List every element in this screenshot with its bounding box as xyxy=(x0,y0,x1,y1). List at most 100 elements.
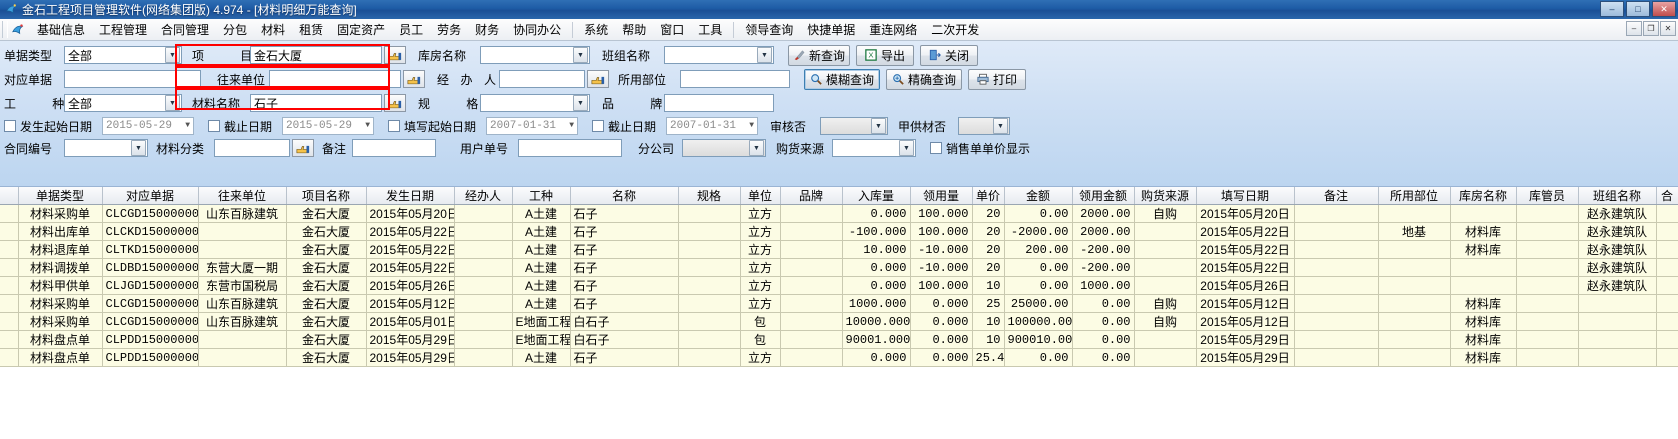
cell-fill_date[interactable]: 2015年05月22日 xyxy=(1196,222,1295,241)
cell-out_amount[interactable]: 0.00 xyxy=(1072,348,1135,367)
cell-in_qty[interactable]: 10000.000 xyxy=(842,312,911,331)
team-select[interactable]: ▼ xyxy=(664,46,774,64)
cell-out_amount[interactable]: 2000.00 xyxy=(1072,204,1135,223)
material-name-picker-hand-icon[interactable] xyxy=(384,94,406,112)
cell-brand[interactable] xyxy=(780,258,843,277)
column-header-handler[interactable]: 经办人 xyxy=(454,187,513,205)
cell-tail[interactable] xyxy=(1656,240,1678,259)
table-row[interactable]: 材料甲供单 CLJGD150000001 东营市国税局 金石大厦 2015年05月26日… xyxy=(0,276,1678,295)
occur-end-date[interactable]: 2015-05-29 ▼ xyxy=(282,117,374,135)
cell-name[interactable]: 石子 xyxy=(570,222,679,241)
menu-item-2[interactable]: 合同管理 xyxy=(161,23,210,37)
cell-doc_type[interactable]: 材料盘点单 xyxy=(18,348,103,367)
cell-handler[interactable] xyxy=(454,330,513,349)
cell-team[interactable]: 赵永建筑队 xyxy=(1578,258,1657,277)
cell-in_qty[interactable]: 10.000 xyxy=(842,240,911,259)
menu-item-5[interactable]: 租赁 xyxy=(299,23,324,37)
cell-amount[interactable]: 25000.00 xyxy=(1004,294,1073,313)
cell-corr_doc[interactable]: CLCGD150000001 xyxy=(102,204,199,223)
chevron-down-icon[interactable]: ▼ xyxy=(365,121,370,130)
column-header-occur_date[interactable]: 发生日期 xyxy=(366,187,455,205)
cell-brand[interactable] xyxy=(780,276,843,295)
cell-out_amount[interactable]: 0.00 xyxy=(1072,294,1135,313)
menu-item-10[interactable]: 协同办公 xyxy=(513,23,562,37)
menu-item-6[interactable]: 固定资产 xyxy=(337,23,386,37)
cell-keeper[interactable] xyxy=(1516,258,1579,277)
cell-remark[interactable] xyxy=(1294,240,1379,259)
column-header-out_qty[interactable]: 领用量 xyxy=(910,187,973,205)
minimize-button[interactable]: – xyxy=(1600,1,1624,17)
row-selector[interactable] xyxy=(0,258,19,277)
cell-amount[interactable]: 0.00 xyxy=(1004,258,1073,277)
cell-fill_date[interactable]: 2015年05月12日 xyxy=(1196,312,1295,331)
cell-in_qty[interactable]: 1000.000 xyxy=(842,294,911,313)
column-header-amount[interactable]: 金额 xyxy=(1004,187,1073,205)
brand-input[interactable] xyxy=(664,94,774,112)
counterparty-picker-hand-icon[interactable] xyxy=(403,70,425,88)
warehouse-select[interactable]: ▼ xyxy=(480,46,590,64)
cell-amount[interactable]: 100000.00 xyxy=(1004,312,1073,331)
cell-work_type[interactable]: A土建 xyxy=(512,276,571,295)
cell-fill_date[interactable]: 2015年05月12日 xyxy=(1196,294,1295,313)
menu-item-system[interactable]: 系统 xyxy=(584,23,609,37)
column-header-doc_type[interactable]: 单据类型 xyxy=(18,187,103,205)
row-selector[interactable] xyxy=(0,294,19,313)
fill-end-checkbox[interactable] xyxy=(592,120,604,132)
cell-warehouse[interactable]: 材料库 xyxy=(1450,240,1517,259)
cell-out_amount[interactable]: 1000.00 xyxy=(1072,276,1135,295)
occur-start-date[interactable]: 2015-05-29 ▼ xyxy=(102,117,194,135)
row-selector[interactable] xyxy=(0,240,19,259)
cell-amount[interactable]: -2000.00 xyxy=(1004,222,1073,241)
cell-spec[interactable] xyxy=(678,312,741,331)
chevron-down-icon[interactable]: ▼ xyxy=(749,140,764,156)
menu-item-3[interactable]: 分包 xyxy=(223,23,248,37)
chevron-down-icon[interactable]: ▼ xyxy=(749,121,754,130)
cell-doc_type[interactable]: 材料采购单 xyxy=(18,204,103,223)
cell-out_qty[interactable]: -10.000 xyxy=(910,258,973,277)
cell-project[interactable]: 金石大厦 xyxy=(286,276,367,295)
cell-purchase_source[interactable] xyxy=(1134,222,1197,241)
cell-price[interactable]: 20 xyxy=(972,204,1005,223)
cell-in_qty[interactable]: 0.000 xyxy=(842,276,911,295)
cell-warehouse[interactable] xyxy=(1450,204,1517,223)
cell-corr_doc[interactable]: CLCGD150000004 xyxy=(102,294,199,313)
menu-item-0[interactable]: 基础信息 xyxy=(37,23,86,37)
cell-unit[interactable]: 立方 xyxy=(740,240,781,259)
chevron-down-icon[interactable]: ▼ xyxy=(871,118,886,134)
cell-remark[interactable] xyxy=(1294,276,1379,295)
cell-spec[interactable] xyxy=(678,276,741,295)
chevron-down-icon[interactable]: ▼ xyxy=(165,47,180,63)
cell-handler[interactable] xyxy=(454,348,513,367)
cell-unit[interactable]: 立方 xyxy=(740,258,781,277)
column-header-project[interactable]: 项目名称 xyxy=(286,187,367,205)
fill-end-date[interactable]: 2007-01-31 ▼ xyxy=(666,117,758,135)
cell-occur_date[interactable]: 2015年05月22日 xyxy=(366,258,455,277)
cell-handler[interactable] xyxy=(454,312,513,331)
cell-used_part[interactable] xyxy=(1378,312,1451,331)
cell-name[interactable]: 石子 xyxy=(570,258,679,277)
cell-work_type[interactable]: A土建 xyxy=(512,348,571,367)
cell-keeper[interactable] xyxy=(1516,276,1579,295)
column-header-name[interactable]: 名称 xyxy=(570,187,679,205)
cell-fill_date[interactable]: 2015年05月29日 xyxy=(1196,348,1295,367)
chevron-down-icon[interactable]: ▼ xyxy=(899,140,914,156)
column-header-warehouse[interactable]: 库房名称 xyxy=(1450,187,1517,205)
cell-out_qty[interactable]: 0.000 xyxy=(910,294,973,313)
doc-type-select[interactable]: 全部 ▼ xyxy=(64,46,182,64)
cell-work_type[interactable]: A土建 xyxy=(512,240,571,259)
menu-item-1[interactable]: 工程管理 xyxy=(99,23,148,37)
cell-tail[interactable] xyxy=(1656,294,1678,313)
cell-work_type[interactable]: A土建 xyxy=(512,222,571,241)
cell-tail[interactable] xyxy=(1656,276,1678,295)
table-row[interactable]: 材料采购单 CLCGD150000001 山东百脉建筑 金石大厦 2015年05月20日… xyxy=(0,204,1678,223)
cell-amount[interactable]: 0.00 xyxy=(1004,348,1073,367)
purchase-source-select[interactable]: ▼ xyxy=(832,139,916,157)
cell-in_qty[interactable]: 0.000 xyxy=(842,204,911,223)
cell-corr_doc[interactable]: CLJGD150000001 xyxy=(102,276,199,295)
cell-tail[interactable] xyxy=(1656,330,1678,349)
column-header-in_qty[interactable]: 入库量 xyxy=(842,187,911,205)
column-header-unit[interactable]: 单位 xyxy=(740,187,781,205)
cell-name[interactable]: 石子 xyxy=(570,240,679,259)
cell-counterparty[interactable]: 东营大厦一期 xyxy=(198,258,287,277)
cell-out_qty[interactable]: 100.000 xyxy=(910,204,973,223)
